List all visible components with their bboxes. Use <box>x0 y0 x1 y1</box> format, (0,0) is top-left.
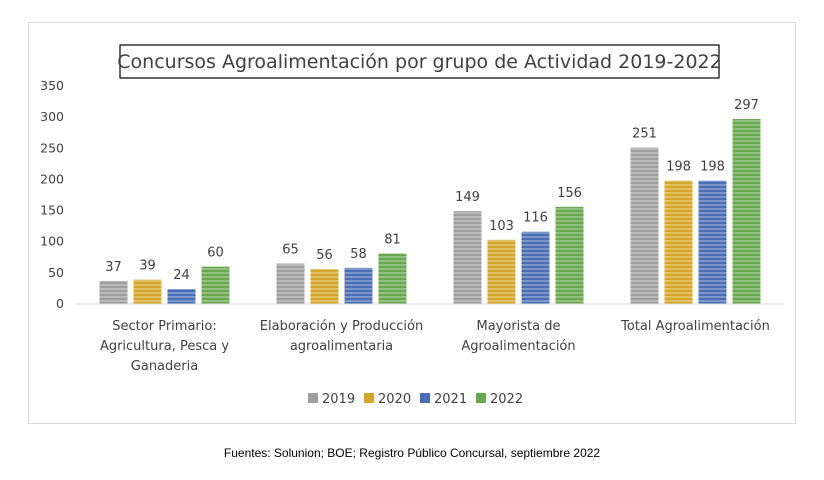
bar-texture <box>378 253 407 304</box>
y-tick-label: 0 <box>56 296 64 311</box>
data-label: 198 <box>700 160 725 175</box>
legend-label: 2019 <box>322 392 355 407</box>
chart: Concursos Agroalimentación por grupo de … <box>40 44 784 407</box>
data-label: 24 <box>173 268 190 283</box>
y-tick-label: 50 <box>48 265 64 280</box>
legend-swatch-2019 <box>308 393 318 403</box>
y-tick-label: 200 <box>40 171 64 186</box>
legend-swatch-2020 <box>364 393 374 403</box>
bar-texture <box>99 280 128 304</box>
bar-texture <box>344 267 373 304</box>
bar-texture <box>698 180 727 304</box>
y-tick-label: 100 <box>40 234 64 249</box>
y-tick-label: 250 <box>40 140 64 155</box>
category-label: Total Agroalimentación <box>620 319 770 334</box>
bar-texture <box>487 239 516 304</box>
bars <box>99 119 761 304</box>
y-axis: 0 50 100 150 200 250 300 350 <box>40 78 64 311</box>
category-labels: Sector Primario: Agricultura, Pesca y Gana… <box>100 319 770 374</box>
source-note: Fuentes: Solunion; BOE; Registro Público… <box>223 446 601 460</box>
bar-texture <box>732 119 761 304</box>
data-label: 116 <box>523 211 548 226</box>
chart-title: Concursos Agroalimentación por grupo de … <box>117 51 721 73</box>
legend-label: 2022 <box>490 392 523 407</box>
data-label: 81 <box>384 233 401 248</box>
title-box <box>119 44 720 79</box>
y-tick-label: 300 <box>40 109 64 124</box>
y-tick-label: 350 <box>40 78 64 93</box>
category-label: Sector Primario: <box>112 319 216 334</box>
data-labels: 37 39 24 60 65 56 58 81 149 103 116 156 251 198 198 297 <box>105 98 759 283</box>
legend-label: 2020 <box>378 392 411 407</box>
legend-swatch-2022 <box>476 393 486 403</box>
bar-texture <box>201 266 230 304</box>
bar-texture <box>630 147 659 304</box>
y-tick-label: 150 <box>40 203 64 218</box>
category-label: Mayorista de <box>476 319 560 334</box>
legend-swatch-2021 <box>420 393 430 403</box>
data-label: 251 <box>632 127 657 142</box>
data-label: 65 <box>282 243 299 258</box>
category-label: Ganaderia <box>131 359 198 374</box>
bar-texture <box>167 289 196 304</box>
bar-texture <box>310 269 339 304</box>
category-label: Agroalimentación <box>461 339 575 354</box>
data-label: 58 <box>350 247 367 262</box>
data-label: 198 <box>666 160 691 175</box>
data-label: 297 <box>734 98 759 113</box>
data-label: 149 <box>455 190 480 205</box>
bar-texture <box>664 180 693 304</box>
bar-texture <box>133 279 162 304</box>
category-label: Agricultura, Pesca y <box>100 339 229 354</box>
data-label: 56 <box>316 248 333 263</box>
category-label: agroalimentaria <box>290 339 393 354</box>
legend: 2019 2020 2021 2022 <box>308 392 523 407</box>
data-label: 156 <box>557 186 582 201</box>
data-label: 103 <box>489 219 514 234</box>
data-label: 39 <box>139 259 156 274</box>
bar-texture <box>521 231 550 304</box>
bar-texture <box>276 263 305 304</box>
bar-texture <box>555 206 584 304</box>
legend-label: 2021 <box>434 392 467 407</box>
category-label: Elaboración y Producción <box>260 319 423 334</box>
data-label: 60 <box>207 246 224 261</box>
data-label: 37 <box>105 260 122 275</box>
bar-texture <box>453 211 482 304</box>
